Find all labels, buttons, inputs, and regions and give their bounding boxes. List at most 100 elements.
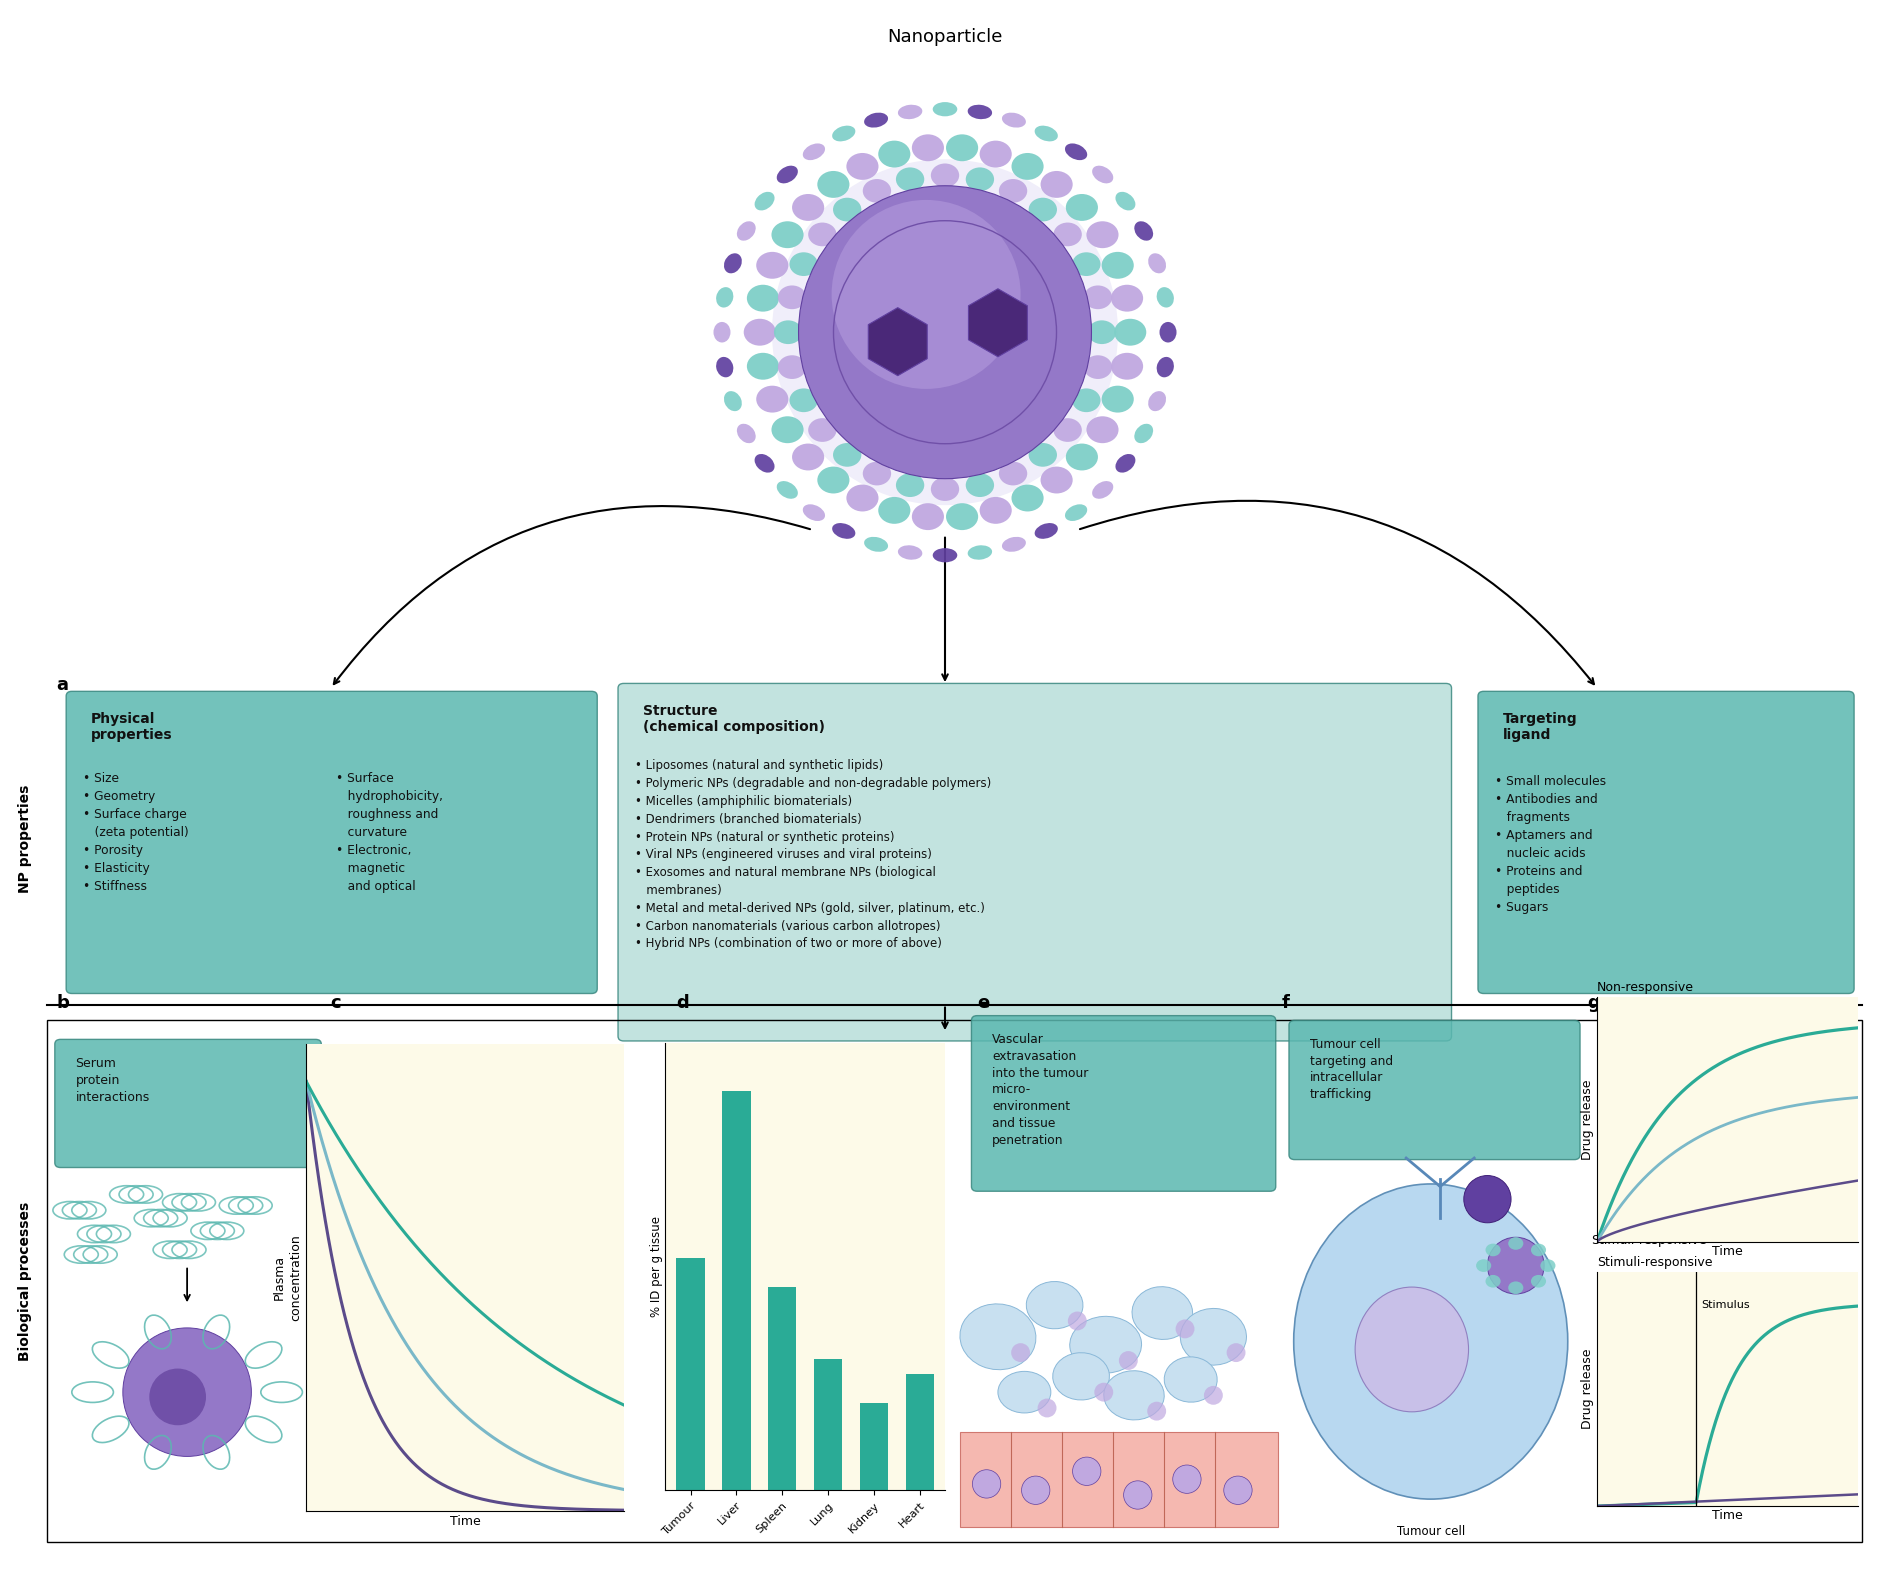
- Circle shape: [878, 497, 910, 524]
- X-axis label: Time: Time: [450, 1516, 480, 1528]
- Circle shape: [1052, 223, 1081, 247]
- Circle shape: [791, 195, 824, 221]
- Circle shape: [1507, 1281, 1523, 1294]
- Ellipse shape: [740, 130, 1149, 535]
- FancyBboxPatch shape: [1288, 1020, 1579, 1160]
- Ellipse shape: [1064, 505, 1086, 520]
- Polygon shape: [967, 290, 1028, 358]
- Circle shape: [861, 179, 890, 202]
- Ellipse shape: [1033, 524, 1058, 539]
- Circle shape: [746, 353, 778, 380]
- Circle shape: [1113, 320, 1145, 345]
- Bar: [814, 1359, 842, 1490]
- Ellipse shape: [716, 358, 733, 378]
- Circle shape: [979, 497, 1011, 524]
- Ellipse shape: [1147, 1402, 1166, 1421]
- Circle shape: [999, 462, 1028, 486]
- Text: • Size
• Geometry
• Surface charge
   (zeta potential)
• Porosity
• Elasticity
•: • Size • Geometry • Surface charge (zeta…: [83, 772, 189, 892]
- Ellipse shape: [723, 391, 742, 411]
- Ellipse shape: [1164, 1357, 1217, 1402]
- Text: a: a: [57, 676, 68, 693]
- Text: d: d: [676, 995, 689, 1012]
- Ellipse shape: [1132, 1286, 1192, 1340]
- Circle shape: [1530, 1243, 1545, 1256]
- Circle shape: [1028, 443, 1056, 467]
- Ellipse shape: [1462, 1175, 1511, 1223]
- Ellipse shape: [1115, 191, 1135, 210]
- Circle shape: [846, 153, 878, 180]
- Ellipse shape: [1064, 144, 1086, 160]
- Ellipse shape: [1071, 1457, 1099, 1485]
- Circle shape: [1041, 171, 1073, 198]
- Circle shape: [1475, 1259, 1490, 1272]
- Ellipse shape: [1179, 1308, 1247, 1365]
- Ellipse shape: [1022, 1476, 1050, 1504]
- Circle shape: [965, 473, 994, 497]
- Bar: [859, 1403, 888, 1490]
- FancyBboxPatch shape: [618, 683, 1451, 1041]
- Ellipse shape: [771, 160, 1118, 505]
- Ellipse shape: [863, 112, 888, 128]
- Bar: [676, 1258, 705, 1490]
- Ellipse shape: [897, 546, 922, 560]
- Ellipse shape: [1158, 323, 1175, 342]
- FancyBboxPatch shape: [960, 1432, 1277, 1527]
- X-axis label: Time: Time: [1711, 1245, 1742, 1258]
- Circle shape: [946, 134, 979, 161]
- Ellipse shape: [1203, 1386, 1222, 1405]
- Circle shape: [861, 462, 890, 486]
- Text: Tumour cell
targeting and
intracellular
trafficking: Tumour cell targeting and intracellular …: [1309, 1038, 1392, 1101]
- Text: Physical
properties: Physical properties: [91, 712, 172, 742]
- Circle shape: [771, 416, 803, 443]
- Ellipse shape: [1011, 1343, 1030, 1362]
- Ellipse shape: [1001, 536, 1026, 552]
- Circle shape: [1507, 1237, 1523, 1250]
- Circle shape: [1011, 484, 1043, 511]
- Circle shape: [756, 252, 788, 278]
- Y-axis label: Drug release: Drug release: [1581, 1349, 1594, 1429]
- Ellipse shape: [960, 1304, 1035, 1370]
- Ellipse shape: [1103, 1370, 1164, 1421]
- Ellipse shape: [123, 1327, 251, 1457]
- Circle shape: [833, 443, 861, 467]
- Text: Targeting
ligand: Targeting ligand: [1502, 712, 1575, 742]
- Ellipse shape: [1175, 1319, 1194, 1338]
- Bar: [767, 1286, 795, 1490]
- Text: Stimulus: Stimulus: [1700, 1300, 1749, 1310]
- Circle shape: [1071, 389, 1099, 413]
- Ellipse shape: [754, 191, 774, 210]
- Ellipse shape: [1147, 253, 1166, 274]
- Circle shape: [979, 141, 1011, 168]
- Circle shape: [1065, 195, 1098, 221]
- Ellipse shape: [754, 454, 774, 473]
- Circle shape: [833, 198, 861, 221]
- Circle shape: [1485, 1243, 1500, 1256]
- Y-axis label: % ID per g tissue: % ID per g tissue: [650, 1217, 663, 1316]
- Ellipse shape: [1001, 112, 1026, 128]
- Ellipse shape: [1094, 1383, 1113, 1402]
- Circle shape: [965, 168, 994, 191]
- Circle shape: [846, 484, 878, 511]
- Text: e: e: [977, 995, 988, 1012]
- Circle shape: [1086, 416, 1118, 443]
- Ellipse shape: [1156, 358, 1173, 378]
- Ellipse shape: [967, 104, 992, 119]
- Text: c: c: [331, 995, 342, 1012]
- Circle shape: [1530, 1275, 1545, 1288]
- Circle shape: [1011, 153, 1043, 180]
- FancyBboxPatch shape: [66, 691, 597, 993]
- Circle shape: [999, 179, 1028, 202]
- Ellipse shape: [776, 166, 797, 184]
- Circle shape: [1028, 198, 1056, 221]
- Circle shape: [1540, 1259, 1555, 1272]
- Circle shape: [816, 467, 848, 494]
- Ellipse shape: [933, 547, 956, 562]
- Ellipse shape: [971, 1470, 1001, 1498]
- Ellipse shape: [1052, 1353, 1109, 1400]
- Circle shape: [929, 163, 958, 187]
- Ellipse shape: [723, 253, 742, 274]
- Ellipse shape: [797, 185, 1092, 479]
- Ellipse shape: [737, 424, 756, 443]
- Circle shape: [1086, 320, 1115, 343]
- Ellipse shape: [831, 524, 856, 539]
